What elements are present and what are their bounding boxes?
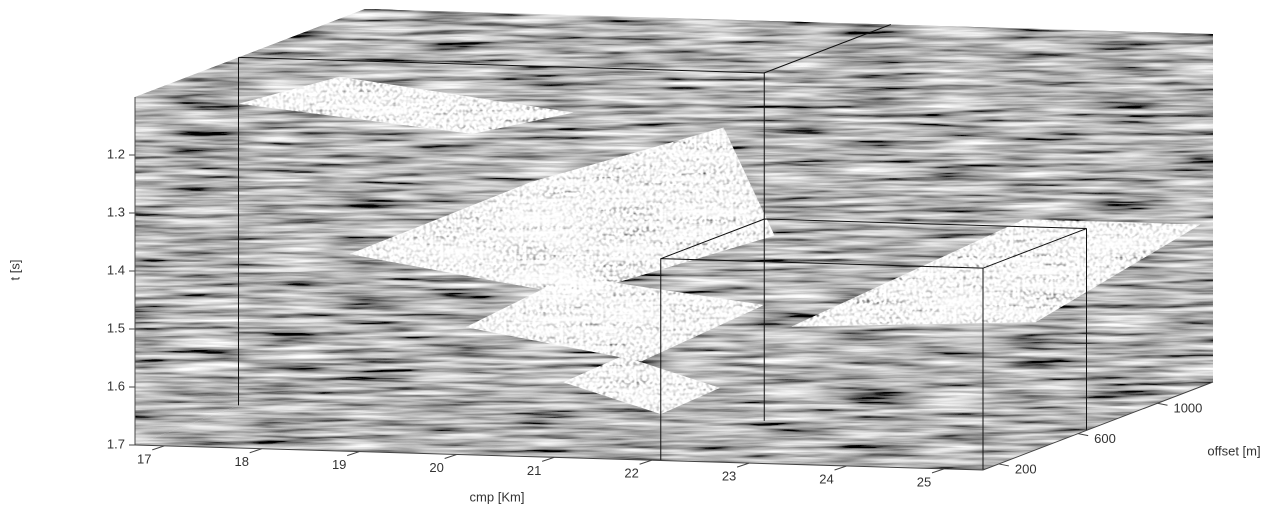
y-axis-title: offset [m] — [1207, 443, 1260, 458]
horizon — [465, 275, 765, 362]
x-tick-label: 22 — [624, 466, 638, 481]
horizon — [349, 127, 775, 296]
z-tick-label: 1.4 — [107, 262, 125, 277]
horizon — [563, 356, 720, 415]
horizons — [238, 76, 1201, 415]
y-tick — [1157, 402, 1168, 406]
x-tick-label: 24 — [819, 471, 833, 486]
x-tick-label: 25 — [917, 474, 931, 489]
z-tick-label: 1.3 — [107, 204, 125, 219]
x-tick-label: 19 — [332, 457, 346, 472]
box-edge — [660, 218, 1087, 461]
x-tick-label: 23 — [722, 469, 736, 484]
x-tick — [736, 462, 750, 468]
x-tick-label: 21 — [527, 463, 541, 478]
z-tick-label: 1.5 — [107, 320, 125, 335]
y-tick-label: 1000 — [1173, 401, 1202, 416]
horizon — [791, 219, 1201, 327]
x-tick — [249, 448, 262, 454]
x-axis-line — [134, 381, 1214, 471]
z-tick-label: 1.7 — [107, 436, 125, 451]
x-tick-label: 17 — [137, 451, 151, 466]
x-tick-label: 18 — [234, 454, 248, 469]
x-tick-label: 20 — [429, 460, 443, 475]
x-tick — [541, 456, 555, 462]
x-tick — [444, 454, 457, 459]
x-tick — [834, 465, 847, 471]
y-tick-label: 600 — [1094, 431, 1116, 446]
y-tick — [1078, 433, 1089, 437]
y-tick — [998, 463, 1009, 467]
x-tick — [347, 451, 360, 457]
x-tick — [152, 445, 165, 451]
box-edges — [238, 24, 1087, 470]
y-tick-label: 200 — [1015, 461, 1037, 476]
z-axis-title: t [s] — [7, 260, 22, 281]
horizon — [238, 76, 574, 134]
box-edge — [764, 24, 891, 74]
x-tick — [639, 459, 652, 465]
z-tick-label: 1.6 — [107, 378, 125, 393]
x-tick — [931, 468, 945, 474]
z-tick-label: 1.2 — [107, 146, 125, 161]
x-axis-title: cmp [Km] — [470, 489, 525, 504]
